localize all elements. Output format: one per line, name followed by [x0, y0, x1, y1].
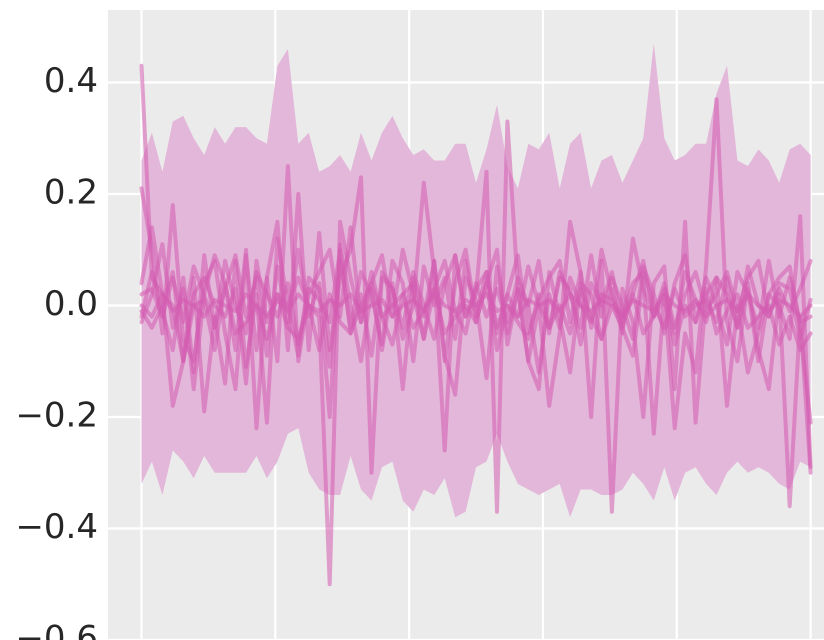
y-tick-label: −0.2 — [15, 395, 98, 435]
series-line-7 — [139, 247, 813, 375]
y-axis-tick-labels: 0.4 0.2 0.0 −0.2 −0.4 −0.6 — [15, 61, 98, 640]
y-tick-label: 0.2 — [44, 172, 98, 212]
y-tick-label: 0.4 — [44, 61, 98, 101]
series-lines — [139, 63, 813, 587]
y-tick-label: 0.0 — [44, 284, 98, 324]
y-tick-label: −0.4 — [15, 507, 98, 547]
y-tick-label: −0.6 — [15, 619, 98, 640]
series-line-2 — [139, 97, 813, 509]
